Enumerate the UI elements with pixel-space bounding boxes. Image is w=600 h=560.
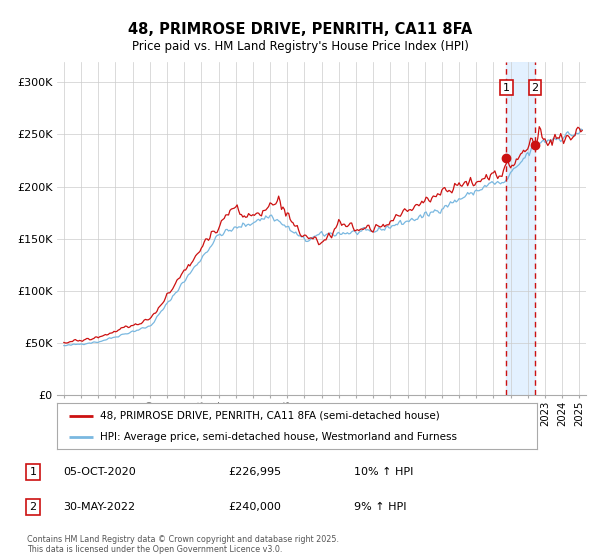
Text: 2: 2: [532, 83, 539, 92]
Text: 9% ↑ HPI: 9% ↑ HPI: [354, 502, 407, 512]
Bar: [506, 62, 535, 395]
Text: 10% ↑ HPI: 10% ↑ HPI: [354, 467, 413, 477]
Text: 30-MAY-2022: 30-MAY-2022: [63, 502, 135, 512]
Text: Contains HM Land Registry data © Crown copyright and database right 2025.
This d: Contains HM Land Registry data © Crown c…: [27, 535, 339, 554]
Text: £240,000: £240,000: [228, 502, 281, 512]
Text: 48, PRIMROSE DRIVE, PENRITH, CA11 8FA: 48, PRIMROSE DRIVE, PENRITH, CA11 8FA: [128, 22, 472, 38]
Text: HPI: Average price, semi-detached house, Westmorland and Furness: HPI: Average price, semi-detached house,…: [100, 432, 457, 442]
Text: Price paid vs. HM Land Registry's House Price Index (HPI): Price paid vs. HM Land Registry's House …: [131, 40, 469, 53]
Text: 1: 1: [503, 83, 510, 92]
Text: 2: 2: [29, 502, 37, 512]
Text: 05-OCT-2020: 05-OCT-2020: [63, 467, 136, 477]
Text: 1: 1: [29, 467, 37, 477]
Text: £226,995: £226,995: [228, 467, 281, 477]
Text: 48, PRIMROSE DRIVE, PENRITH, CA11 8FA (semi-detached house): 48, PRIMROSE DRIVE, PENRITH, CA11 8FA (s…: [100, 410, 440, 421]
